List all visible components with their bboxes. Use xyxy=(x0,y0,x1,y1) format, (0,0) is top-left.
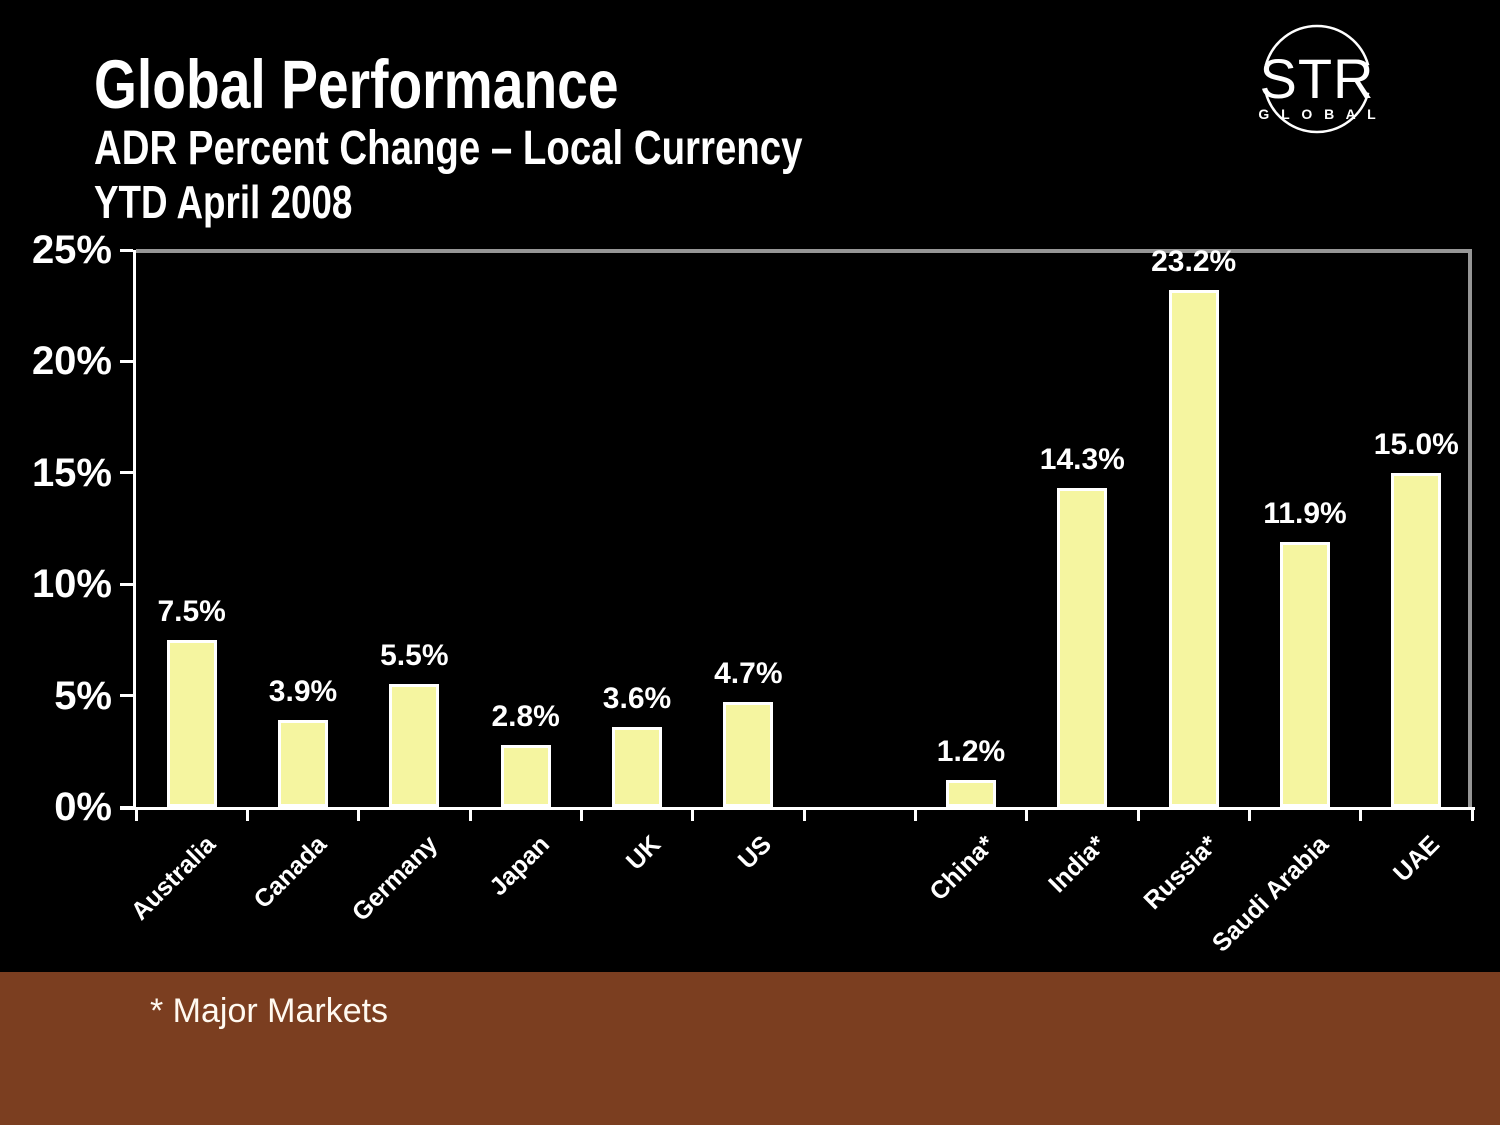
x-axis-tick xyxy=(802,810,806,821)
y-axis-label: 5% xyxy=(54,673,112,718)
bar-value-label: 15.0% xyxy=(1373,427,1459,461)
bar-chart: 0% 5% 10% 15% 20% 25% 7.5% Australia 3.9% Canada… xyxy=(0,230,1500,958)
str-global-logo: STR G L O B A L xyxy=(1235,12,1400,147)
y-axis-tick xyxy=(120,694,133,698)
footnote: * Major Markets xyxy=(150,992,389,1030)
y-axis-tick xyxy=(120,471,133,475)
top-gridline xyxy=(136,249,1472,253)
bar-value-label: 4.7% xyxy=(714,657,783,691)
x-axis-tick xyxy=(913,810,917,821)
logo-text-str: STR xyxy=(1260,47,1375,110)
x-axis-tick xyxy=(134,810,138,821)
x-axis-tick xyxy=(245,810,249,821)
plot-right-border xyxy=(1468,249,1472,807)
bar-value-label: 2.8% xyxy=(491,699,560,733)
logo-circle-icon: STR G L O B A L xyxy=(1258,24,1379,134)
x-axis-tick xyxy=(1470,810,1474,821)
y-axis-label: 20% xyxy=(31,339,112,384)
x-axis-line xyxy=(120,807,1475,810)
bar-uk xyxy=(612,726,662,807)
footer-band: * Major Markets xyxy=(0,972,1500,1125)
y-axis-tick xyxy=(120,248,133,252)
y-axis-tick xyxy=(120,582,133,586)
x-axis-tick xyxy=(1247,810,1251,821)
bar-india xyxy=(1057,488,1108,807)
bar-us xyxy=(723,702,774,807)
y-axis-label: 10% xyxy=(31,562,112,607)
bar-saudiarabia xyxy=(1280,541,1330,807)
bar-germany xyxy=(389,684,440,807)
y-axis-labels: 0% 5% 10% 15% 20% 25% xyxy=(0,230,112,827)
page-subtitle: ADR Percent Change – Local Currency xyxy=(94,122,803,175)
bar-japan xyxy=(500,744,551,807)
x-axis-tick xyxy=(579,810,583,821)
x-axis-tick xyxy=(691,810,695,821)
logo-text-global: G L O B A L xyxy=(1258,106,1379,122)
bar-value-label: 3.9% xyxy=(268,675,338,709)
x-axis-tick xyxy=(1359,810,1363,821)
bar-russia xyxy=(1168,290,1219,807)
y-axis-tick xyxy=(120,805,133,809)
y-axis-line xyxy=(133,250,136,810)
bar-canada xyxy=(278,720,328,807)
x-axis-tick xyxy=(1136,810,1140,821)
bar-value-label: 14.3% xyxy=(1039,443,1125,477)
bar-value-label: 1.2% xyxy=(936,735,1006,769)
bar-value-label: 5.5% xyxy=(380,639,449,673)
y-axis-label: 15% xyxy=(31,450,112,495)
bar-china xyxy=(946,780,996,807)
y-axis-tick xyxy=(120,359,133,363)
header: Global Performance ADR Percent Change – … xyxy=(94,46,980,228)
x-axis-tick xyxy=(468,810,472,821)
x-axis-tick xyxy=(357,810,361,821)
bar-uae xyxy=(1391,472,1442,807)
page-title: Global Performance xyxy=(94,46,619,123)
plot-area: 7.5% Australia 3.9% Canada 5.5% Germany 2.8% Ja… xyxy=(120,246,1475,958)
y-axis-label: 25% xyxy=(31,228,112,272)
bar-value-label: 7.5% xyxy=(157,594,226,628)
page-period: YTD April 2008 xyxy=(94,176,353,228)
bar-value-label: 3.6% xyxy=(602,681,672,715)
bar-value-label: 23.2% xyxy=(1151,245,1237,279)
bar-australia xyxy=(166,639,217,807)
y-axis-label: 0% xyxy=(54,785,112,829)
bar-value-label: 11.9% xyxy=(1263,496,1347,530)
x-axis-tick xyxy=(1025,810,1029,821)
